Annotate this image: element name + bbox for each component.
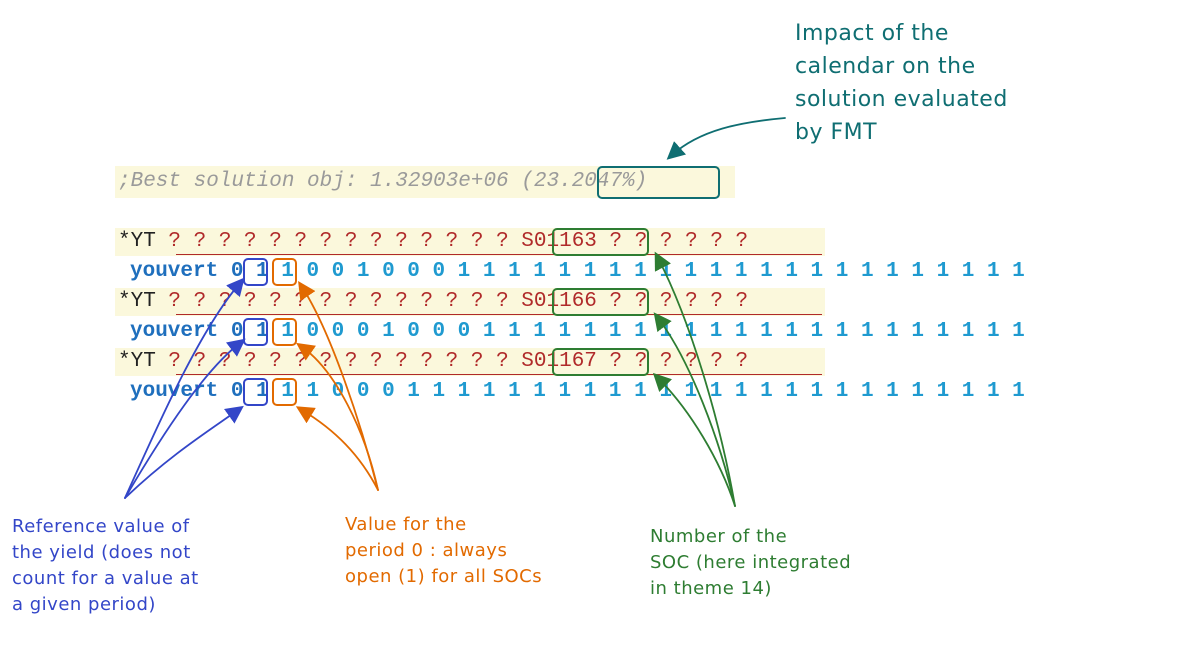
yield-reference-box — [243, 318, 268, 346]
period-0-arrow — [296, 342, 379, 491]
soc-number-note: Number of the SOC (here integrated in th… — [650, 526, 852, 599]
soc-arrow — [653, 312, 736, 507]
soc-number: S01166 — [521, 290, 597, 313]
period-0-note: Value for the period 0 : always open (1)… — [345, 514, 543, 587]
soc-box — [552, 348, 649, 376]
yield-reference-value: 0 — [230, 380, 244, 403]
yt-prefix: *YT — [118, 290, 169, 313]
yt-unknowns: ? ? ? ? ? ? — [596, 290, 749, 313]
soc-number: S01163 — [521, 230, 597, 253]
yield-reference-value: 0 — [230, 260, 244, 283]
soc-box — [552, 228, 649, 256]
period-0-box — [272, 318, 297, 346]
yield-reference-box — [243, 378, 268, 406]
yt-underline — [176, 254, 822, 255]
period-0-box — [272, 258, 297, 286]
yield-name: youvert — [130, 260, 231, 283]
reference-arrow — [124, 277, 245, 499]
period-values: 1 1 0 0 0 1 1 1 1 1 1 1 1 1 1 1 1 1 1 1 … — [268, 380, 1025, 403]
period-0-value: 1 — [256, 380, 269, 403]
period-0-value: 1 — [256, 260, 269, 283]
period-0-arrow — [295, 406, 379, 491]
period-0-value: 1 — [256, 320, 269, 343]
yield-name: youvert — [130, 320, 231, 343]
impact-arrow — [666, 117, 786, 160]
yt-unknowns: ? ? ? ? ? ? — [596, 230, 749, 253]
yield-reference-box — [243, 258, 268, 286]
objective-highlight — [115, 166, 735, 198]
yt-prefix: *YT — [118, 230, 169, 253]
soc-arrow — [654, 251, 736, 507]
soc-box — [552, 288, 649, 316]
reference-arrow — [124, 405, 244, 499]
yt-prefix: *YT — [118, 350, 169, 373]
yt-underline — [176, 374, 822, 375]
yield-reference-value: 0 — [230, 320, 244, 343]
period-values: 1 0 0 0 1 0 0 0 1 1 1 1 1 1 1 1 1 1 1 1 … — [268, 320, 1025, 343]
yt-line: *YT ? ? ? ? ? ? ? ? ? ? ? ? ? ? S01163 ?… — [118, 229, 748, 255]
percentage-box — [597, 166, 720, 199]
reference-note: Reference value of the yield (does not c… — [12, 516, 199, 615]
reference-arrow — [124, 338, 246, 499]
period-0-arrow — [298, 280, 379, 491]
yield-line: youvert 0 1 1 1 0 0 0 1 1 1 1 1 1 1 1 1 … — [130, 379, 1025, 405]
soc-number: S01167 — [521, 350, 597, 373]
soc-arrow — [652, 372, 736, 507]
objective-line: ;Best solution obj: 1.32903e+06 (23.2047… — [118, 170, 648, 193]
period-0-box — [272, 378, 297, 406]
yield-line: youvert 0 1 1 0 0 0 1 0 0 0 1 1 1 1 1 1 … — [130, 319, 1025, 345]
yt-underline — [176, 314, 822, 315]
yt-row-1-highlight — [115, 228, 825, 256]
impact-note: Impact of the calendar on the solution e… — [795, 21, 1008, 145]
yt-unknowns: ? ? ? ? ? ? ? ? ? ? ? ? ? ? — [168, 230, 522, 253]
yt-unknowns: ? ? ? ? ? ? — [596, 350, 749, 373]
